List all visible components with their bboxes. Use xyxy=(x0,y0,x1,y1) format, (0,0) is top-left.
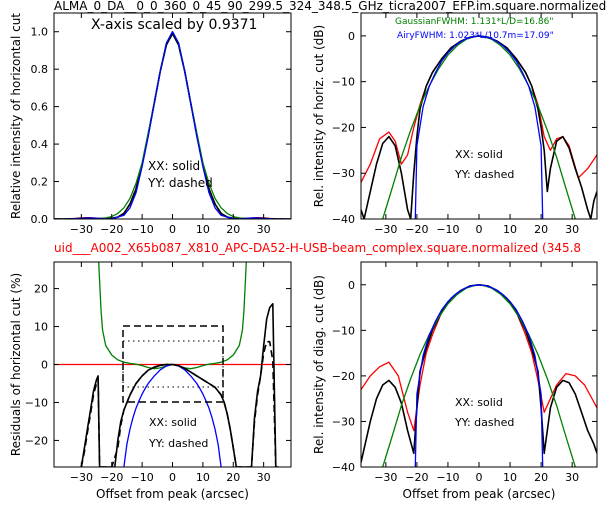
chart-horizontal-linear: −30 −20 −10 0 10 20 30 0.0 0.2 0.4 0.6 0.8 1.0 Relati… xyxy=(9,12,292,236)
y-tick-label: 0 xyxy=(41,359,48,372)
x-tick-label: −30 xyxy=(374,223,397,236)
y-axis-label: Rel. intensity of diag. cut (dB) xyxy=(312,275,326,454)
x-tick-label: 20 xyxy=(534,223,548,236)
y-axis-label: Residuals of horizontal cut (%) xyxy=(9,273,23,456)
x-axis-scale-annotation: X-axis scaled by 0.9371 xyxy=(91,17,257,33)
x-tick-label: −20 xyxy=(100,223,123,236)
xx-solid-label: XX: solid xyxy=(455,148,503,161)
x-tick-label: 30 xyxy=(565,223,579,236)
xx-solid-label: XX: solid xyxy=(148,159,200,173)
yy-dashed-label: YY: dashed xyxy=(148,437,208,450)
black-solid-line xyxy=(54,32,291,219)
chart-diagonal-db: −30 −20 −10 0 10 20 30 −40 −30 −20 −10 0 Rel. intens… xyxy=(312,261,598,501)
x-tick-label: −10 xyxy=(131,471,154,484)
yy-dashed-label: YY: dashed xyxy=(454,168,514,181)
y-tick-label: 0.8 xyxy=(31,63,49,76)
y-tick-label: 10 xyxy=(34,321,48,334)
series-group xyxy=(54,262,291,467)
y-tick-label: −20 xyxy=(332,121,355,134)
x-tick-label: 20 xyxy=(226,471,240,484)
blue-solid-line xyxy=(414,35,544,219)
y-tick-label: −10 xyxy=(332,324,355,337)
dotted-reference-box xyxy=(122,340,224,388)
black-solid-line xyxy=(361,35,597,219)
x-tick-label: 10 xyxy=(503,223,517,236)
y-tick-label: 0.0 xyxy=(31,213,49,226)
blue-solid-line xyxy=(54,31,291,219)
y-tick-label: −40 xyxy=(332,213,355,226)
y-tick-label: −30 xyxy=(332,167,355,180)
y-tick-label: 0.2 xyxy=(31,176,49,189)
x-tick-label: −10 xyxy=(131,223,154,236)
y-tick-label: 20 xyxy=(34,283,48,296)
x-axis-label: Offset from peak (arcsec) xyxy=(96,487,249,501)
x-tick-label: 10 xyxy=(196,471,210,484)
x-tick-label: −10 xyxy=(436,223,459,236)
x-tick-label: 20 xyxy=(226,223,240,236)
y-tick-label: 0 xyxy=(348,30,355,43)
x-tick-label: 10 xyxy=(503,471,517,484)
gaussian-fwhm-label: GaussianFWHM: 1.131*L/D=16.86" xyxy=(395,17,553,27)
x-tick-label: −20 xyxy=(405,471,428,484)
y-tick-label: −20 xyxy=(332,370,355,383)
x-tick-label: −20 xyxy=(405,223,428,236)
x-tick-label: 30 xyxy=(257,471,271,484)
yy-dashed-label: YY: dashed xyxy=(454,416,514,429)
x-axis-label: Offset from peak (arcsec) xyxy=(403,487,556,501)
airy-fwhm-label: AiryFWHM: 1.023*L/10.7m=17.09" xyxy=(397,31,554,41)
y-tick-label: 0.6 xyxy=(31,101,49,114)
xx-solid-label: XX: solid xyxy=(149,416,197,429)
x-tick-label: 0 xyxy=(476,471,483,484)
y-tick-label: −20 xyxy=(25,434,48,447)
axes-frame xyxy=(360,12,598,220)
y-tick-label: 1.0 xyxy=(31,26,49,39)
y-tick-label: 0 xyxy=(348,279,355,292)
x-tick-label: 30 xyxy=(257,223,271,236)
y-tick-label: 0.4 xyxy=(31,138,49,151)
axes-frame xyxy=(360,261,598,468)
y-axis-label: Rel. intensity of horiz. cut (dB) xyxy=(312,25,326,207)
residual-reference-boxes xyxy=(122,325,224,403)
x-tick-label: 0 xyxy=(169,471,176,484)
black-dashed-line xyxy=(80,340,279,467)
x-tick-label: 0 xyxy=(169,223,176,236)
figure-title-mid: uid___A002_X65b087_X810_APC-DA52-H-USB-b… xyxy=(54,241,581,255)
chart-residuals: −30 −20 −10 0 10 20 30 −20 −10 0 10 20 Residuals of … xyxy=(9,261,292,501)
x-tick-label: −30 xyxy=(70,471,93,484)
green-solid-line xyxy=(54,31,291,219)
xx-solid-label: XX: solid xyxy=(455,396,503,409)
red-solid-line xyxy=(54,31,291,219)
yy-dashed-label: YY: dashed xyxy=(147,176,213,190)
series-group xyxy=(361,283,597,467)
x-tick-label: 10 xyxy=(196,223,210,236)
y-axis-label: Relative intensity of horizontal cut xyxy=(9,13,23,219)
series-group xyxy=(361,35,597,219)
x-tick-label: −20 xyxy=(100,471,123,484)
x-tick-label: 0 xyxy=(476,223,483,236)
x-tick-label: −10 xyxy=(436,471,459,484)
x-tick-label: −30 xyxy=(374,471,397,484)
figure-title-top: ALMA_0_DA__0_0_360_0_45_90_299.5_324_348… xyxy=(54,0,606,13)
chart-horizontal-db: −30 −20 −10 0 10 20 30 −40 −30 −20 −10 0 Rel. intens… xyxy=(312,12,598,236)
blue-solid-line xyxy=(414,284,544,467)
x-tick-label: 30 xyxy=(565,471,579,484)
y-tick-label: −10 xyxy=(25,396,48,409)
green-solid-line xyxy=(98,262,247,370)
series-group xyxy=(54,31,291,219)
y-tick-label: −30 xyxy=(332,415,355,428)
y-tick-label: −40 xyxy=(332,461,355,474)
y-tick-label: −10 xyxy=(332,76,355,89)
black-dashed-line xyxy=(54,32,291,219)
x-tick-label: −30 xyxy=(70,223,93,236)
green-solid-line xyxy=(382,35,576,219)
x-tick-label: 20 xyxy=(534,471,548,484)
